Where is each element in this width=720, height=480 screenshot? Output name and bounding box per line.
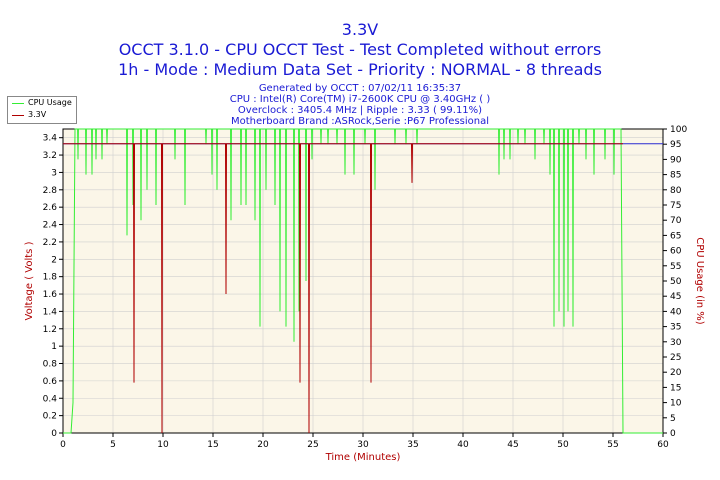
x-tick-label: 55 (607, 440, 618, 450)
y2-tick-label: 50 (670, 277, 682, 287)
y-tick-label: 2.6 (43, 203, 58, 213)
y-tick-label: 1.4 (43, 307, 58, 317)
y2-tick-label: 95 (670, 140, 681, 150)
y-tick-label: 0 (51, 429, 57, 439)
y-tick-label: 0.4 (43, 394, 58, 404)
legend-item-cpu: CPU Usage (8, 97, 76, 109)
x-tick-label: 5 (110, 440, 116, 450)
y-tick-label: 2.8 (43, 186, 58, 196)
y-tick-label: 0.2 (43, 412, 57, 422)
y-tick-label: 1.2 (43, 325, 57, 335)
x-tick-label: 10 (157, 440, 169, 450)
y2-tick-label: 15 (670, 383, 681, 393)
y-axis-label: Voltage ( Volts ) (24, 241, 35, 320)
y2-tick-label: 20 (670, 368, 682, 378)
info-motherboard: Motherboard Brand :ASRock,Serie :P67 Pro… (230, 116, 490, 127)
y2-tick-label: 80 (670, 186, 682, 196)
y2-tick-label: 35 (670, 323, 681, 333)
y2-tick-label: 30 (670, 338, 682, 348)
info-cpu: CPU : Intel(R) Core(TM) i7-2600K CPU @ 3… (229, 94, 491, 105)
y2-tick-label: 70 (670, 216, 682, 226)
y2-tick-label: 10 (670, 399, 682, 409)
x-tick-label: 15 (207, 440, 218, 450)
y2-tick-label: 25 (670, 353, 681, 363)
x-tick-label: 35 (407, 440, 418, 450)
chart-subtitle-mode: 1h - Mode : Medium Data Set - Priority :… (118, 60, 602, 79)
x-tick-label: 45 (507, 440, 518, 450)
y2-tick-label: 5 (670, 414, 676, 424)
y2-tick-label: 45 (670, 292, 681, 302)
y2-tick-label: 65 (670, 231, 681, 241)
chart-legend: CPU Usage 3.3V (7, 96, 77, 124)
x-tick-label: 20 (257, 440, 269, 450)
series-line-3v3 (63, 143, 623, 434)
y-tick-label: 2.2 (43, 238, 57, 248)
legend-label-cpu: CPU Usage (28, 98, 72, 107)
y2-tick-label: 0 (670, 429, 676, 439)
y2-tick-label: 40 (670, 307, 682, 317)
y2-tick-label: 85 (670, 171, 681, 181)
x-tick-label: 0 (60, 440, 66, 450)
y2-tick-label: 75 (670, 201, 681, 211)
y2-tick-label: 100 (670, 125, 687, 135)
y-tick-label: 3 (51, 168, 57, 178)
y-tick-label: 1.6 (43, 290, 58, 300)
x-tick-label: 60 (657, 440, 669, 450)
legend-swatch-voltage (12, 115, 24, 116)
y-tick-label: 3.2 (43, 151, 57, 161)
y2-tick-label: 60 (670, 247, 682, 257)
y2-tick-label: 55 (670, 262, 681, 272)
y-tick-label: 1.8 (43, 273, 58, 283)
y-tick-label: 0.8 (43, 360, 58, 370)
chart-title: 3.3V (341, 20, 379, 39)
y2-tick-label: 90 (670, 155, 682, 165)
legend-label-voltage: 3.3V (28, 110, 47, 119)
y2-axis-label: CPU Usage (in %) (694, 237, 705, 325)
y-tick-label: 2.4 (43, 221, 58, 231)
y-tick-label: 3.4 (43, 134, 58, 144)
legend-swatch-cpu (12, 103, 24, 104)
x-tick-label: 30 (357, 440, 369, 450)
info-generated: Generated by OCCT : 07/02/11 16:35:37 (258, 83, 462, 94)
y-tick-label: 0.6 (43, 377, 58, 387)
y-tick-label: 2 (51, 255, 57, 265)
legend-item-voltage: 3.3V (8, 109, 76, 121)
info-overclock: Overclock : 3405.4 MHz | Ripple : 3.33 (… (237, 105, 483, 116)
y-tick-label: 1 (51, 342, 57, 352)
x-axis-label: Time (Minutes) (325, 452, 401, 463)
x-tick-label: 25 (307, 440, 318, 450)
chart-subtitle-test: OCCT 3.1.0 - CPU OCCT Test - Test Comple… (118, 40, 602, 59)
x-tick-label: 50 (557, 440, 569, 450)
x-tick-label: 40 (457, 440, 469, 450)
